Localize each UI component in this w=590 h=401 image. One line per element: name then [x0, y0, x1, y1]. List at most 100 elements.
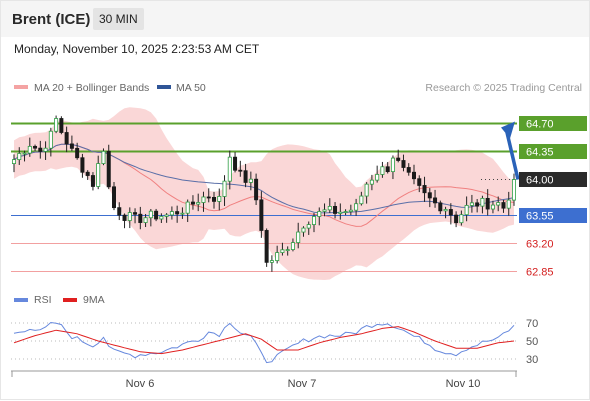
legend-label-ma20: MA 20 + Bollinger Bands [34, 82, 149, 94]
candle-body [422, 185, 427, 194]
candle-body [364, 183, 369, 197]
candle-body [333, 206, 338, 214]
candle-body [80, 157, 85, 173]
candle-body [311, 216, 316, 225]
candle-body [506, 199, 511, 209]
candle-body [454, 214, 459, 224]
timestamp: Monday, November 10, 2025 2:23:53 AM CET [14, 42, 260, 56]
candle-body [217, 196, 222, 202]
level-tag-64.00 [519, 172, 587, 187]
candle-body [301, 227, 306, 233]
candle-body [485, 197, 490, 210]
candle-body [112, 186, 117, 209]
chart-header: Brent (ICE) 30 MIN [1, 1, 589, 37]
candle-body [406, 167, 411, 173]
candle-body [22, 152, 27, 155]
candle-body [269, 260, 274, 263]
legend-label-rsi: RSI [34, 294, 52, 306]
candle-body [459, 214, 464, 224]
forecast-arrow-shaft [505, 132, 520, 180]
candle-body [375, 174, 380, 181]
candle-body [343, 211, 348, 213]
candle-body [469, 202, 474, 206]
candle-body [222, 180, 227, 197]
candle-body [164, 214, 169, 217]
candle-body [511, 179, 516, 201]
candle-body [127, 212, 132, 221]
candle-body [206, 196, 211, 199]
legend-swatch-9ma [63, 298, 77, 302]
candle-body [348, 209, 353, 212]
candle-body [359, 195, 364, 205]
candle-body [233, 156, 238, 171]
legend-label-ma50: MA 50 [176, 82, 206, 94]
candle-body [90, 175, 95, 187]
candle-body [122, 214, 127, 221]
candle-body [275, 252, 280, 262]
candle-body [159, 216, 164, 220]
candle-body [396, 157, 401, 161]
candle-body [317, 211, 322, 217]
legend-swatch-rsi [14, 298, 28, 302]
forecast-arrow-head [501, 121, 515, 139]
candle-body [227, 156, 232, 182]
candle-body [327, 206, 332, 211]
candle-body [417, 178, 422, 186]
candle-body [138, 213, 143, 223]
candle-body [385, 166, 390, 173]
candle-body [27, 145, 32, 154]
candle-body [254, 178, 259, 201]
candle-body [443, 209, 448, 212]
rsi-tick-50: 50 [526, 336, 538, 348]
candle-body [96, 163, 101, 187]
candle-body [296, 231, 301, 243]
candle-body [285, 249, 290, 251]
candle-body [180, 212, 185, 215]
rsi-tick-30: 30 [526, 354, 538, 366]
candle-body [196, 202, 201, 205]
legend-swatch-ma50 [157, 85, 171, 89]
candle-body [390, 157, 395, 173]
candle-body [322, 209, 327, 212]
candle-body [501, 202, 506, 209]
level-label-63.20: 63.20 [526, 239, 554, 251]
candle-body [238, 169, 243, 172]
level-tag-64.70 [519, 116, 587, 131]
level-label-63.55: 63.55 [526, 211, 554, 223]
level-tag-63.55 [519, 208, 587, 223]
candle-body [490, 204, 495, 210]
candle-body [464, 205, 469, 216]
candle-body [48, 130, 53, 149]
candle-body [306, 224, 311, 229]
candle-body [133, 212, 138, 215]
candle-body [496, 202, 501, 206]
candle-body [117, 207, 122, 216]
candle-body [143, 217, 148, 223]
legend-label-9ma: 9MA [83, 294, 105, 306]
timeframe-button[interactable]: 30 MIN [93, 8, 144, 30]
candles [11, 115, 516, 272]
candle-body [369, 179, 374, 185]
candle-body [480, 197, 485, 207]
candle-body [243, 170, 248, 183]
x-tick-nov-6: Nov 6 [126, 378, 155, 390]
credit-text: Research © 2025 Trading Central [425, 82, 582, 94]
candle-body [85, 171, 90, 176]
candle-body [475, 202, 480, 207]
candle-body [280, 249, 285, 254]
candle-body [380, 166, 385, 175]
candle-body [59, 118, 64, 133]
candle-body [101, 150, 106, 164]
candle-body [354, 203, 359, 211]
candle-body [38, 147, 43, 152]
candle-body [438, 202, 443, 212]
ma50-line [13, 143, 515, 214]
x-tick-nov-7: Nov 7 [288, 378, 317, 390]
candle-body [248, 178, 253, 183]
rsi-ma-line [13, 326, 515, 355]
candle-body [427, 192, 432, 199]
level-label-64.35: 64.35 [526, 147, 554, 159]
candle-body [290, 242, 295, 250]
